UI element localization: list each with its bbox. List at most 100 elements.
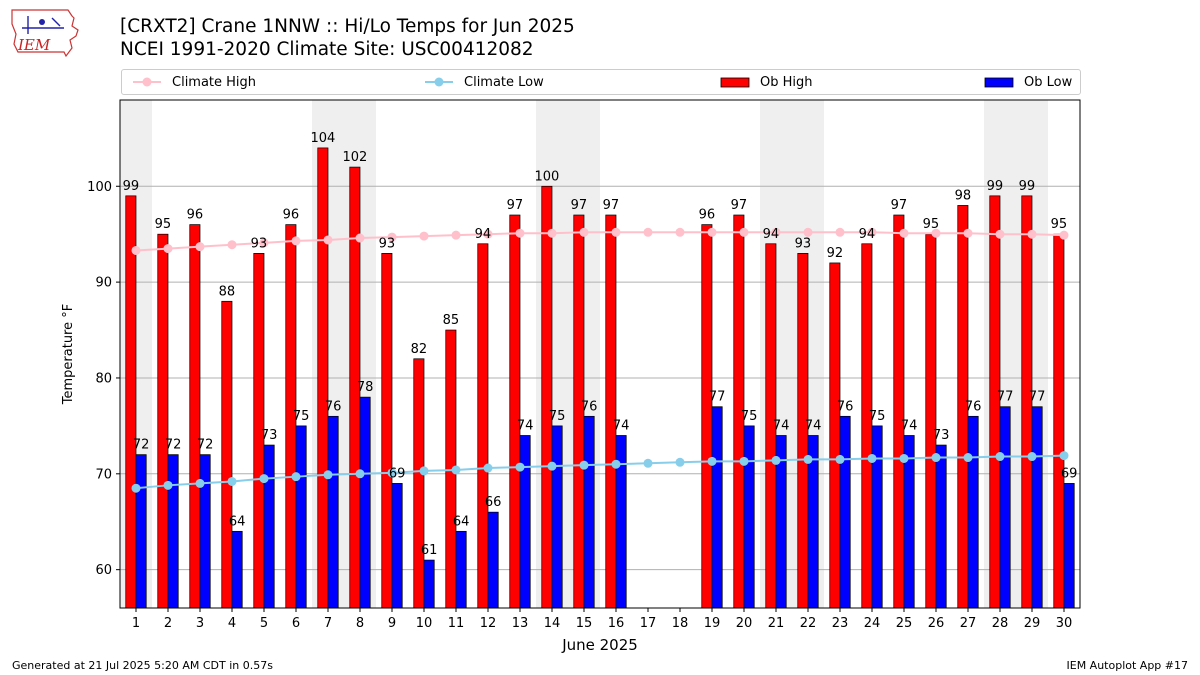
y-tick-label-90: 90 <box>95 276 112 291</box>
label-ob-high-10: 82 <box>411 342 428 357</box>
label-ob-low-11: 64 <box>453 514 470 529</box>
label-ob-low-14: 75 <box>549 409 566 424</box>
point-climate-high-29 <box>1027 229 1037 239</box>
bar-ob-low-1 <box>135 454 147 609</box>
footer-generated: Generated at 21 Jul 2025 5:20 AM CDT in … <box>12 659 273 672</box>
point-climate-high-25 <box>899 228 909 238</box>
point-climate-high-9 <box>387 232 397 242</box>
bar-ob-low-27 <box>967 415 979 609</box>
point-climate-high-21 <box>771 227 781 237</box>
y-tick-label-70: 70 <box>95 467 112 482</box>
point-climate-high-26 <box>931 228 941 238</box>
point-climate-low-18 <box>675 457 685 467</box>
bar-ob-low-28 <box>999 406 1011 609</box>
legend-label-climate-high: Climate High <box>172 74 257 90</box>
label-ob-high-13: 97 <box>507 198 524 213</box>
point-climate-low-22 <box>803 454 813 464</box>
bar-ob-low-12 <box>487 511 499 609</box>
point-climate-high-4 <box>227 240 237 250</box>
bar-ob-high-23 <box>829 262 841 609</box>
chart-subtitle: NCEI 1991-2020 Climate Site: USC00412082 <box>120 39 534 60</box>
label-ob-low-2: 72 <box>165 438 182 453</box>
label-ob-low-21: 74 <box>773 418 790 433</box>
point-climate-low-1 <box>131 483 141 493</box>
point-climate-low-20 <box>739 456 749 466</box>
point-climate-low-4 <box>227 476 237 486</box>
label-ob-high-27: 98 <box>955 188 972 203</box>
x-tick-label-16: 16 <box>608 616 625 631</box>
label-ob-low-7: 76 <box>325 399 342 414</box>
point-climate-low-25 <box>899 453 909 463</box>
label-ob-low-6: 75 <box>293 409 310 424</box>
bar-ob-low-14 <box>551 425 563 609</box>
bar-ob-high-9 <box>381 253 393 609</box>
x-tick-label-1: 1 <box>132 616 140 631</box>
bar-ob-high-14 <box>541 185 553 609</box>
x-tick-label-5: 5 <box>260 616 268 631</box>
point-climate-low-5 <box>259 474 269 484</box>
x-tick-label-28: 28 <box>992 616 1009 631</box>
bar-ob-high-10 <box>413 358 425 609</box>
x-tick-label-6: 6 <box>292 616 300 631</box>
point-climate-low-17 <box>643 458 653 468</box>
label-ob-high-25: 97 <box>891 198 908 213</box>
point-climate-high-20 <box>739 227 749 237</box>
legend-item-ob-high: Ob High <box>720 73 813 91</box>
label-ob-high-11: 85 <box>443 313 460 328</box>
point-climate-low-15 <box>579 460 589 470</box>
bar-ob-low-8 <box>359 396 371 609</box>
x-tick-label-30: 30 <box>1056 616 1073 631</box>
point-climate-low-3 <box>195 478 205 488</box>
x-tick-label-23: 23 <box>832 616 849 631</box>
bar-ob-low-29 <box>1031 406 1043 609</box>
point-climate-high-30 <box>1059 230 1069 240</box>
plot-frame <box>119 99 1081 609</box>
label-ob-low-3: 72 <box>197 438 214 453</box>
label-ob-low-16: 74 <box>613 418 630 433</box>
bar-ob-high-16 <box>605 214 617 609</box>
label-ob-high-28: 99 <box>987 179 1004 194</box>
point-climate-low-7 <box>323 470 333 480</box>
line-climate-low <box>135 454 1065 490</box>
x-tick-label-26: 26 <box>928 616 945 631</box>
bar-ob-low-23 <box>839 415 851 609</box>
label-ob-high-19: 96 <box>699 208 716 223</box>
label-ob-high-2: 95 <box>155 217 172 232</box>
label-ob-low-10: 61 <box>421 543 438 558</box>
x-tick-label-8: 8 <box>356 616 364 631</box>
point-climate-low-16 <box>611 459 621 469</box>
point-climate-high-3 <box>195 242 205 252</box>
label-ob-high-6: 96 <box>283 208 300 223</box>
label-ob-low-1: 72 <box>133 438 150 453</box>
point-climate-low-14 <box>547 461 557 471</box>
label-ob-low-15: 76 <box>581 399 598 414</box>
series-ob-high <box>125 147 1065 609</box>
x-axis: 1 2 3 4 5 6 7 8 9 10 11 12 13 14 15 16 17 18 19 20 21 22 23 24 2… <box>132 608 1072 631</box>
bar-ob-high-4 <box>221 300 233 609</box>
legend-swatch-climate-high <box>133 77 161 87</box>
bar-ob-low-20 <box>743 425 755 609</box>
point-climate-high-14 <box>547 228 557 238</box>
point-climate-high-6 <box>291 236 301 246</box>
label-ob-high-23: 92 <box>827 246 844 261</box>
point-climate-high-12 <box>483 229 493 239</box>
bar-ob-low-3 <box>199 454 211 609</box>
bar-ob-low-10 <box>423 559 435 609</box>
label-ob-high-4: 88 <box>219 284 236 299</box>
x-tick-label-24: 24 <box>864 616 881 631</box>
point-climate-low-23 <box>835 454 845 464</box>
point-climate-high-17 <box>643 227 653 237</box>
label-ob-low-19: 77 <box>709 390 726 405</box>
point-climate-low-8 <box>355 469 365 479</box>
x-tick-label-4: 4 <box>228 616 236 631</box>
series-climate-low <box>131 451 1069 493</box>
label-ob-high-22: 93 <box>795 236 812 251</box>
point-climate-low-27 <box>963 453 973 463</box>
bar-ob-high-25 <box>893 214 905 609</box>
bar-ob-high-19 <box>701 224 713 609</box>
bar-ob-high-3 <box>189 224 201 609</box>
y-axis: 60 70 80 90 100 <box>87 180 120 578</box>
x-tick-label-25: 25 <box>896 616 913 631</box>
point-climate-low-30 <box>1059 451 1069 461</box>
label-ob-high-26: 95 <box>923 217 940 232</box>
